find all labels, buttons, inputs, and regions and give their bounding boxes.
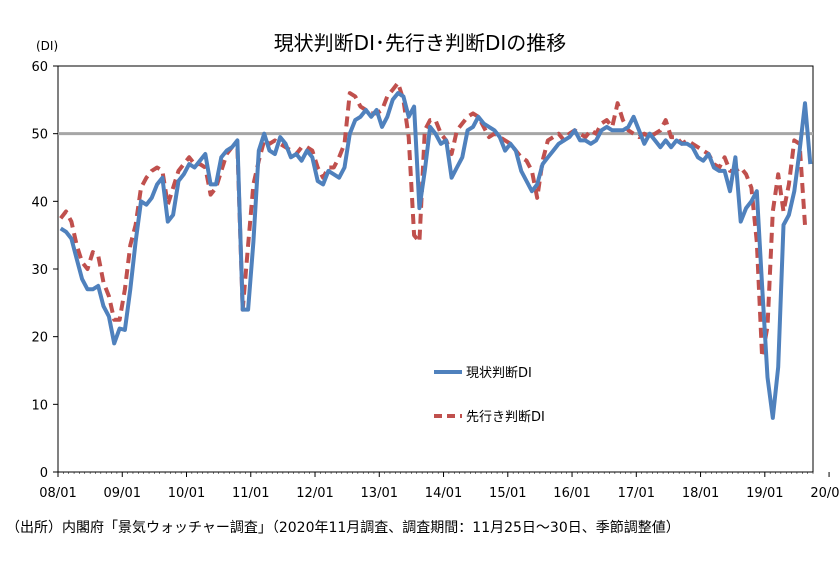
y-tick-label: 30 [31, 263, 48, 278]
x-tick-label: 18/01 [682, 486, 719, 501]
y-axis: 0 10 20 30 40 50 60 [31, 60, 58, 481]
y-axis-unit-label: (DI) [36, 39, 58, 53]
y-tick-label: 60 [31, 60, 48, 75]
x-tick-label: 15/01 [489, 486, 526, 501]
x-tick-label: 13/01 [361, 486, 398, 501]
x-tick-label: 10/01 [168, 486, 205, 501]
y-tick-label: 40 [31, 195, 48, 210]
x-tick-label: 11/01 [232, 486, 269, 501]
series-lines [59, 80, 813, 420]
y-tick-label: 50 [31, 128, 48, 143]
legend-label-outlook: 先行き判断DI [466, 410, 545, 425]
y-tick-label: 0 [40, 466, 48, 481]
x-axis: 08/01 09/01 10/01 11/01 12/01 13/01 14/01 15/01… [39, 472, 839, 501]
source-note: （出所）内閣府「景気ウォッチャー調査」（2020年11月調査、調査期間：11月2… [6, 519, 680, 536]
x-tick-label: 16/01 [553, 486, 590, 501]
x-tick-label: 08/01 [39, 486, 76, 501]
y-tick-label: 10 [31, 398, 48, 413]
x-tick-label: 20/01 [810, 486, 839, 501]
series-line-current [59, 91, 813, 420]
legend: 現状判断DI 先行き判断DI [434, 366, 545, 425]
x-tick-label: 12/01 [296, 486, 333, 501]
x-tick-label: 14/01 [425, 486, 462, 501]
legend-label-current: 現状判断DI [466, 366, 532, 381]
chart-title: 現状判断DI･先行き判断DIの推移 [274, 31, 567, 55]
x-tick-label: 09/01 [104, 486, 141, 501]
y-tick-label: 20 [31, 331, 48, 346]
x-tick-label: 19/01 [746, 486, 783, 501]
plot-area [57, 65, 814, 473]
x-tick-label: 17/01 [618, 486, 655, 501]
